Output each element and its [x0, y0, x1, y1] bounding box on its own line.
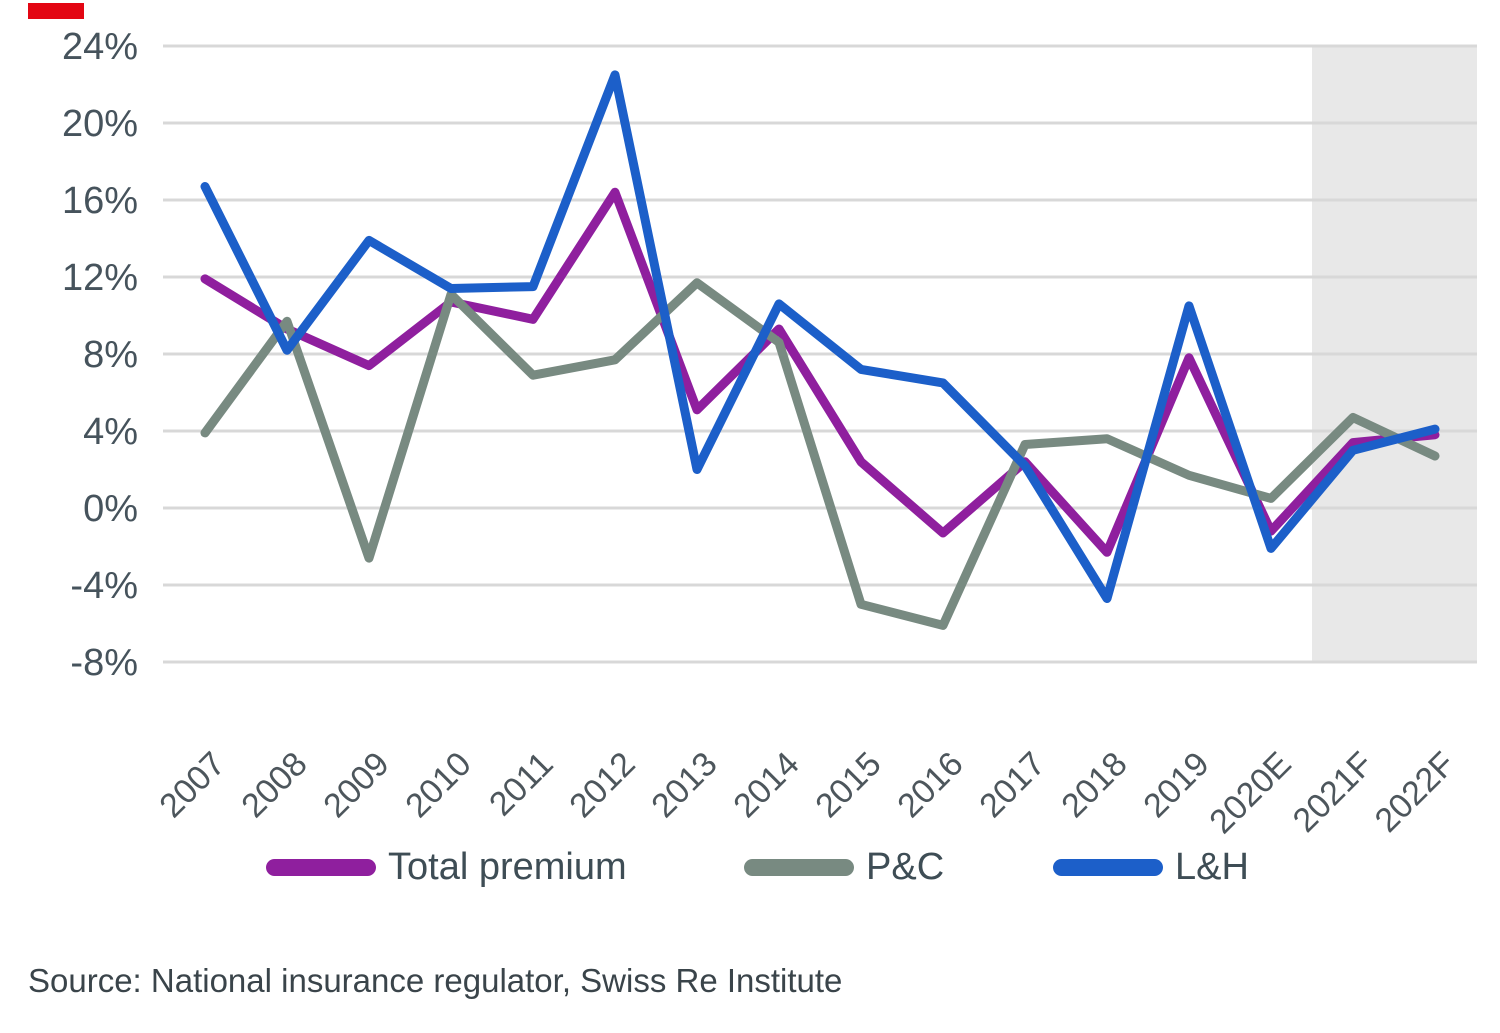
legend-swatch-total-premium	[266, 859, 376, 876]
x-tick-label: 2008	[234, 745, 314, 825]
series-line-p-c	[200, 278, 1440, 630]
x-tick-label: 2014	[726, 745, 806, 825]
x-tick-label: 2021F	[1286, 745, 1381, 840]
x-tick-label: 2007	[152, 745, 232, 825]
legend-item-pc: P&C	[744, 846, 944, 889]
y-tick-label: 16%	[62, 180, 138, 222]
chart-legend: Total premium P&C L&H	[0, 0, 1500, 888]
x-tick-label: 2017	[972, 745, 1052, 825]
y-tick-label: -8%	[70, 642, 138, 684]
legend-swatch-pc	[744, 859, 854, 876]
legend-label-pc: P&C	[866, 846, 945, 888]
y-tick-label: 12%	[62, 257, 138, 299]
x-tick-label: 2011	[482, 745, 561, 824]
x-tick-label: 2020E	[1202, 745, 1298, 841]
x-tick-label: 2018	[1054, 745, 1134, 825]
legend-item-total-premium: Total premium	[266, 846, 627, 889]
y-tick-label: -4%	[70, 565, 138, 607]
legend-swatch-lh	[1053, 859, 1163, 876]
y-tick-label: 8%	[83, 334, 138, 376]
x-tick-label: 2009	[316, 745, 396, 825]
legend-label-lh: L&H	[1175, 846, 1249, 888]
x-tick-label: 2012	[562, 745, 642, 825]
x-tick-label: 2013	[644, 745, 724, 825]
legend-label-total-premium: Total premium	[388, 846, 627, 888]
brand-mark	[28, 3, 84, 19]
x-tick-label: 2016	[890, 745, 970, 825]
source-note: Source: National insurance regulator, Sw…	[28, 962, 843, 999]
x-tick-label: 2015	[808, 745, 888, 825]
y-tick-label: 0%	[83, 488, 138, 530]
y-tick-label: 20%	[62, 103, 138, 145]
series-line-total-premium	[200, 187, 1440, 557]
y-tick-label: 24%	[62, 26, 138, 68]
series-line-l-h	[200, 70, 1440, 603]
x-tick-label: 2010	[398, 745, 478, 825]
x-tick-label: 2022F	[1368, 745, 1463, 840]
y-tick-label: 4%	[83, 411, 138, 453]
legend-item-lh: L&H	[1053, 846, 1249, 889]
